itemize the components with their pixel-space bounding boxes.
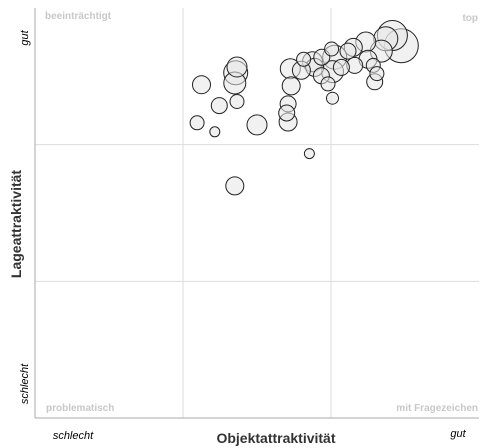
quadrant-label-bottom-right: mit Fragezeichen bbox=[396, 403, 478, 414]
data-point bbox=[320, 76, 336, 92]
data-point bbox=[210, 97, 228, 115]
data-point bbox=[225, 176, 245, 196]
x-axis-title: Objektattraktivität bbox=[216, 430, 335, 446]
data-point bbox=[281, 76, 301, 96]
quadrant-label-bottom-left: problematisch bbox=[46, 403, 114, 414]
y-axis-high-label: gut bbox=[19, 29, 31, 45]
data-point bbox=[326, 91, 339, 105]
data-point bbox=[226, 56, 248, 78]
data-point bbox=[229, 94, 245, 109]
data-point bbox=[246, 114, 268, 136]
data-point bbox=[296, 51, 312, 67]
y-axis-low-label: schlecht bbox=[19, 363, 31, 404]
x-axis-low-label: schlecht bbox=[53, 430, 94, 442]
data-point bbox=[209, 126, 221, 138]
data-point bbox=[278, 104, 296, 122]
x-axis-high-label: gut bbox=[450, 428, 466, 440]
data-point bbox=[189, 115, 205, 131]
data-points bbox=[189, 20, 419, 196]
grid bbox=[34, 8, 479, 419]
data-point bbox=[303, 148, 315, 160]
data-point bbox=[339, 42, 357, 60]
data-point bbox=[369, 66, 385, 82]
quadrant-label-top-left: beeinträchtigt bbox=[45, 11, 112, 22]
data-point bbox=[324, 41, 340, 57]
y-axis-title: Lageattraktivität bbox=[8, 170, 24, 278]
quadrant-label-top-right: top bbox=[462, 13, 478, 24]
data-point bbox=[332, 58, 350, 76]
data-point bbox=[192, 75, 211, 95]
